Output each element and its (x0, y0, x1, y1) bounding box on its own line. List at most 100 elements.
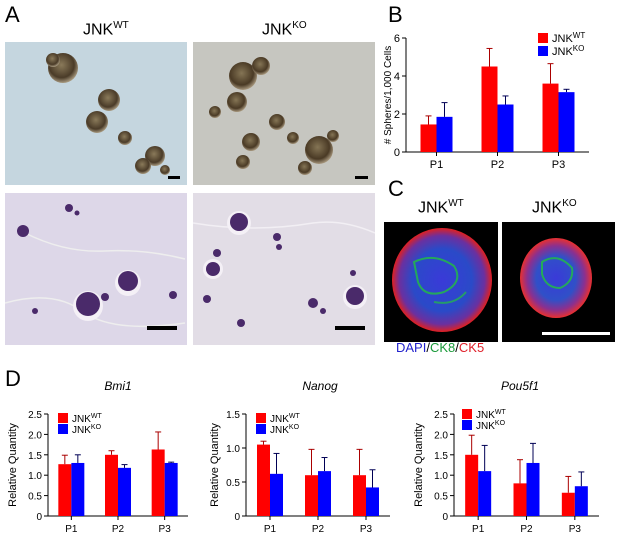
y-axis-label: Relative Quantity (414, 423, 425, 507)
y-tick-label: 0 (442, 512, 448, 523)
title-base: JNK (83, 21, 114, 39)
stain-ck8: CK8 (429, 340, 456, 355)
bar (71, 462, 85, 516)
y-tick-label: 0.5 (28, 492, 42, 503)
y-tick-label: 2.0 (28, 430, 42, 441)
y-axis-label: Relative Quantity (8, 423, 19, 507)
x-tick-label: P3 (159, 524, 172, 535)
fluorescence-wt (384, 222, 498, 342)
legend-swatch (538, 46, 548, 56)
y-tick-label: 6 (394, 33, 400, 45)
bar (513, 483, 527, 516)
bar (481, 66, 498, 152)
bar (497, 104, 514, 152)
title-sup: WT (448, 198, 464, 209)
bar (542, 83, 559, 152)
title-base: JNK (418, 199, 449, 217)
chart-title: Pou5f1 (501, 379, 539, 393)
title-base: JNK (532, 199, 563, 217)
micrograph-ko-brightfield (193, 42, 375, 185)
legend-label: JNKKO (270, 424, 300, 436)
bar (151, 449, 165, 516)
panel-letter-d: D (5, 366, 21, 391)
chart-nanog: Nanog 0 0.5 1.0 1.5 Relative Quantity P1 P2 P3 JN… (210, 379, 390, 535)
legend-swatch (58, 424, 68, 434)
legend-label: JNKWT (270, 413, 301, 425)
legend-swatch (462, 409, 472, 419)
y-axis-label: # Spheres/1,000 Cells (384, 46, 394, 144)
panel-letter-c: C (388, 176, 404, 201)
y-tick-label: 1.0 (226, 444, 240, 455)
x-tick-label: P2 (491, 159, 504, 171)
y-tick-label: 1.5 (434, 451, 448, 462)
micrograph-wt-stained (5, 193, 187, 345)
bar (526, 462, 540, 516)
y-tick-label: 2.5 (434, 410, 448, 421)
x-tick-label: P1 (264, 524, 277, 535)
stain-legend: DAPI/CK8/CK5 (396, 340, 484, 355)
legend-label: JNKWT (72, 413, 103, 425)
bar (257, 444, 270, 516)
y-tick-label: 0.5 (226, 478, 240, 489)
bar (366, 487, 379, 516)
bar (558, 92, 575, 152)
stain-ck5: CK5 (458, 340, 485, 355)
x-tick-label: P1 (65, 524, 78, 535)
x-tick-label: P2 (112, 524, 125, 535)
bar (574, 486, 588, 516)
title-base: JNK (262, 21, 293, 39)
micrograph-ko-stained (193, 193, 375, 345)
stain-dapi: DAPI (396, 340, 427, 355)
legend-swatch (256, 424, 266, 434)
x-tick-label: P3 (569, 524, 582, 535)
y-tick-label: 0 (394, 147, 400, 159)
bar (58, 464, 72, 516)
legend-swatch (538, 33, 548, 43)
legend-label: JNKKO (476, 420, 506, 432)
bar (164, 462, 178, 516)
bar (318, 471, 331, 516)
legend-swatch (256, 413, 266, 423)
stain-separator: / (455, 340, 459, 355)
y-tick-label: 2.0 (434, 430, 448, 441)
panel-letter-b: B (388, 2, 403, 27)
panel-a-title-wt: JNKWT (83, 20, 129, 39)
y-tick-label: 0 (36, 512, 42, 523)
bar (465, 454, 479, 516)
legend-label: JNKWT (476, 409, 507, 421)
title-sup: KO (292, 20, 307, 31)
stain-separator: / (426, 340, 430, 355)
y-tick-label: 2 (394, 109, 400, 121)
bar (105, 454, 118, 516)
chart-title: Bmi1 (104, 379, 131, 393)
panel-c-title-ko: JNKKO (532, 198, 577, 217)
bar (270, 473, 283, 516)
chart-spheres: 0 2 4 6# Spheres/1,000 Cells P1 P2 P3 JNKWTJNKK… (384, 31, 589, 171)
y-tick-label: 1.5 (226, 410, 240, 421)
y-tick-label: 0 (234, 512, 240, 523)
y-tick-label: 2.5 (28, 410, 42, 421)
y-tick-label: 1.5 (28, 451, 42, 462)
legend-label: JNKWT (552, 31, 585, 45)
bar (305, 475, 318, 516)
bar (478, 471, 492, 516)
x-tick-label: P3 (552, 159, 565, 171)
y-tick-label: 4 (394, 71, 400, 83)
x-tick-label: P1 (430, 159, 443, 171)
legend-label: JNKKO (552, 44, 584, 58)
legend-swatch (58, 413, 68, 423)
x-tick-label: P1 (472, 524, 485, 535)
x-tick-label: P2 (312, 524, 325, 535)
panel-c-title-wt: JNKWT (418, 198, 464, 217)
y-axis-label: Relative Quantity (210, 423, 221, 507)
chart-pou5f1: Pou5f1 0 0.5 1.0 1.5 2.0 2.5 Relative Quantity P… (414, 379, 599, 535)
chart-title: Nanog (302, 379, 338, 393)
panel-letter-a: A (5, 2, 20, 27)
bar (561, 492, 575, 516)
title-sup: WT (113, 20, 129, 31)
x-tick-label: P2 (520, 524, 533, 535)
legend-label: JNKKO (72, 424, 102, 436)
bar (436, 116, 453, 152)
panel-a-title-ko: JNKKO (262, 20, 307, 39)
x-tick-label: P3 (360, 524, 373, 535)
